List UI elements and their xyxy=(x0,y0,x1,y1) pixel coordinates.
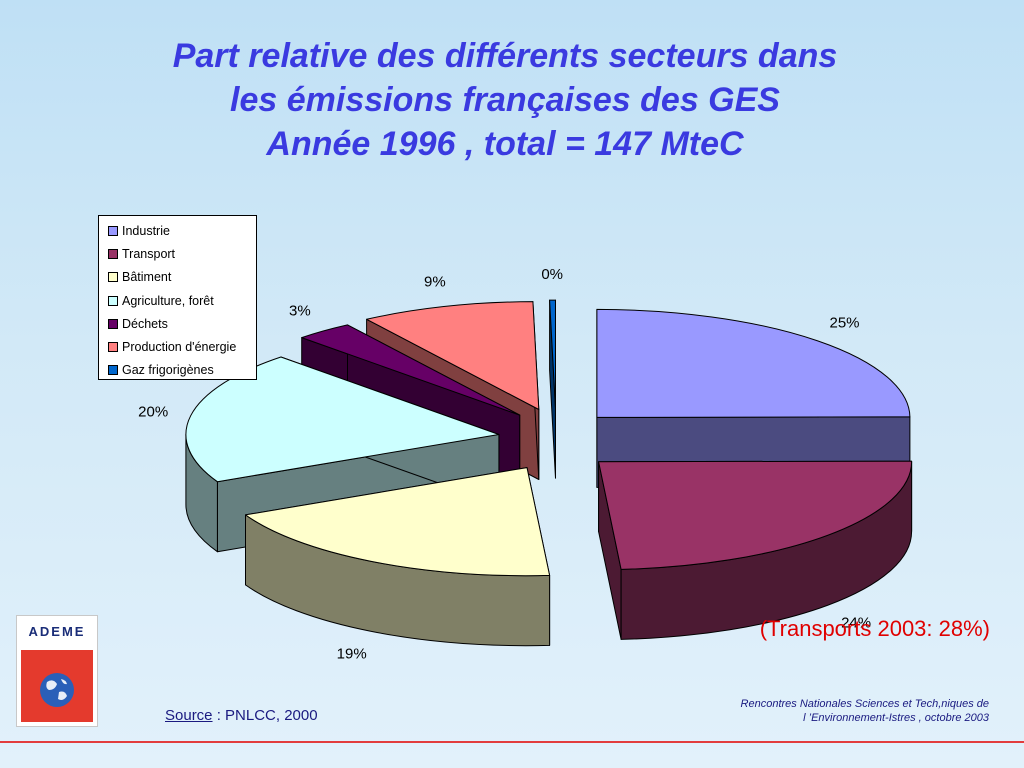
source-text: : PNLCC, 2000 xyxy=(212,707,318,724)
footer-rule xyxy=(0,741,1024,743)
conference-line-1: Rencontres Nationales Sciences et Tech,n… xyxy=(740,698,989,710)
legend-label: Bâtiment xyxy=(122,270,172,285)
legend-item: Production d'énergie xyxy=(108,335,256,358)
data-label: 25% xyxy=(829,314,859,331)
legend-swatch xyxy=(108,318,118,329)
legend-swatch xyxy=(108,272,118,283)
pie-slice xyxy=(598,460,913,640)
title-line-1: Part relative des différents secteurs da… xyxy=(172,37,838,75)
source-link[interactable]: Source xyxy=(165,707,213,724)
conference-line-2: l ’Environnement-Istres , octobre 2003 xyxy=(803,712,989,724)
legend-item: Agriculture, forêt xyxy=(108,289,256,312)
slice-top xyxy=(598,460,913,570)
legend-label: Production d'énergie xyxy=(122,340,237,355)
globe-icon xyxy=(40,673,74,707)
slice-top xyxy=(301,324,521,416)
slide-title: Part relative des différents secteurs da… xyxy=(60,34,950,166)
ademe-logo: ADEME xyxy=(16,615,98,727)
title-line-3: Année 1996 , total = 147 MteC xyxy=(266,125,744,163)
legend-swatch xyxy=(108,295,118,306)
pie-slice xyxy=(185,356,500,553)
title-line-2: les émissions françaises des GES xyxy=(230,81,780,119)
legend-item: Bâtiment xyxy=(108,266,256,289)
conference-credit: Rencontres Nationales Sciences et Tech,n… xyxy=(741,697,989,725)
legend-item: Industrie xyxy=(108,219,256,242)
pie-slice xyxy=(596,308,911,488)
legend-item: Déchets xyxy=(108,312,256,335)
legend-label: Agriculture, forêt xyxy=(122,293,214,308)
data-label: 19% xyxy=(337,646,367,663)
pie-slice xyxy=(245,467,551,647)
slice-top xyxy=(549,299,556,409)
data-label: 3% xyxy=(289,303,311,320)
slice-top xyxy=(596,308,911,418)
legend-item: Gaz frigorigènes xyxy=(108,359,256,382)
legend-swatch xyxy=(108,342,118,353)
slice-top xyxy=(366,301,540,410)
legend-swatch xyxy=(108,248,118,259)
data-label: 20% xyxy=(138,403,168,420)
data-label: 24% xyxy=(841,615,871,632)
legend-label: Gaz frigorigènes xyxy=(122,363,214,378)
legend-item: Transport xyxy=(108,242,256,265)
data-label: 9% xyxy=(424,274,446,291)
legend-swatch xyxy=(108,225,118,236)
legend-swatch xyxy=(108,365,118,376)
transport-note: (Transports 2003: 28%) xyxy=(759,616,990,641)
legend-label: Transport xyxy=(122,246,176,261)
chart-legend: Industrie Transport Bâtiment Agriculture, f… xyxy=(98,215,257,380)
legend-label: Déchets xyxy=(122,316,168,331)
legend-label: Industrie xyxy=(122,223,170,238)
pie-slice xyxy=(549,299,556,479)
slice-top xyxy=(245,467,551,577)
source-line: Source : PNLCC, 2000 xyxy=(165,707,318,724)
data-label: 0% xyxy=(541,266,563,283)
logo-text: ADEME xyxy=(28,624,86,639)
